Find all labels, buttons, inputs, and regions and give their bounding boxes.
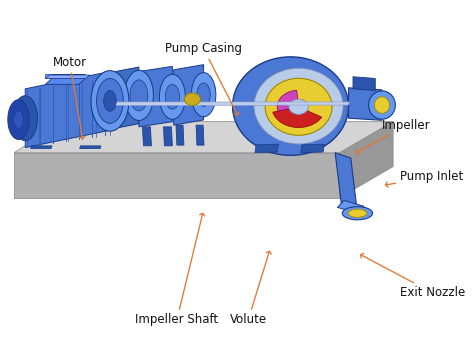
Ellipse shape bbox=[13, 96, 37, 141]
Polygon shape bbox=[143, 127, 151, 146]
Polygon shape bbox=[46, 78, 85, 84]
Polygon shape bbox=[353, 77, 375, 91]
Polygon shape bbox=[30, 146, 52, 149]
Polygon shape bbox=[46, 74, 85, 78]
Ellipse shape bbox=[104, 91, 116, 111]
Polygon shape bbox=[277, 102, 349, 105]
Ellipse shape bbox=[233, 57, 348, 155]
Ellipse shape bbox=[369, 91, 395, 119]
Wedge shape bbox=[277, 90, 299, 111]
Ellipse shape bbox=[159, 74, 185, 119]
Polygon shape bbox=[335, 153, 357, 213]
Ellipse shape bbox=[191, 73, 216, 117]
Polygon shape bbox=[110, 102, 278, 105]
Polygon shape bbox=[14, 122, 393, 153]
Polygon shape bbox=[139, 66, 173, 127]
Polygon shape bbox=[176, 125, 184, 145]
Polygon shape bbox=[301, 144, 324, 153]
Polygon shape bbox=[80, 146, 101, 149]
Ellipse shape bbox=[165, 84, 180, 109]
Text: Motor: Motor bbox=[53, 56, 87, 139]
Ellipse shape bbox=[254, 68, 343, 144]
Polygon shape bbox=[255, 144, 279, 153]
Polygon shape bbox=[25, 71, 110, 147]
Polygon shape bbox=[196, 125, 204, 145]
Ellipse shape bbox=[97, 78, 123, 124]
Ellipse shape bbox=[130, 80, 148, 111]
Ellipse shape bbox=[8, 100, 29, 139]
Polygon shape bbox=[233, 98, 241, 111]
Ellipse shape bbox=[197, 83, 210, 107]
Polygon shape bbox=[46, 75, 90, 78]
Polygon shape bbox=[348, 88, 382, 120]
Ellipse shape bbox=[374, 97, 390, 113]
Circle shape bbox=[289, 99, 309, 115]
Wedge shape bbox=[273, 107, 322, 128]
Text: Exit Nozzle: Exit Nozzle bbox=[361, 253, 465, 299]
Polygon shape bbox=[339, 122, 393, 198]
Polygon shape bbox=[110, 67, 139, 129]
Ellipse shape bbox=[14, 111, 23, 129]
Text: Volute: Volute bbox=[229, 251, 271, 327]
Ellipse shape bbox=[265, 78, 332, 135]
Ellipse shape bbox=[342, 207, 373, 220]
Ellipse shape bbox=[91, 71, 129, 131]
Text: Pump Inlet: Pump Inlet bbox=[385, 170, 463, 187]
Polygon shape bbox=[173, 65, 204, 125]
Text: Pump Casing: Pump Casing bbox=[165, 42, 242, 115]
Polygon shape bbox=[14, 153, 339, 198]
Ellipse shape bbox=[348, 209, 367, 217]
Circle shape bbox=[184, 93, 201, 105]
Polygon shape bbox=[337, 201, 364, 213]
Polygon shape bbox=[164, 127, 173, 146]
Text: Impeller Shaft: Impeller Shaft bbox=[135, 213, 219, 327]
Ellipse shape bbox=[125, 70, 154, 120]
Text: Impeller: Impeller bbox=[356, 119, 430, 154]
